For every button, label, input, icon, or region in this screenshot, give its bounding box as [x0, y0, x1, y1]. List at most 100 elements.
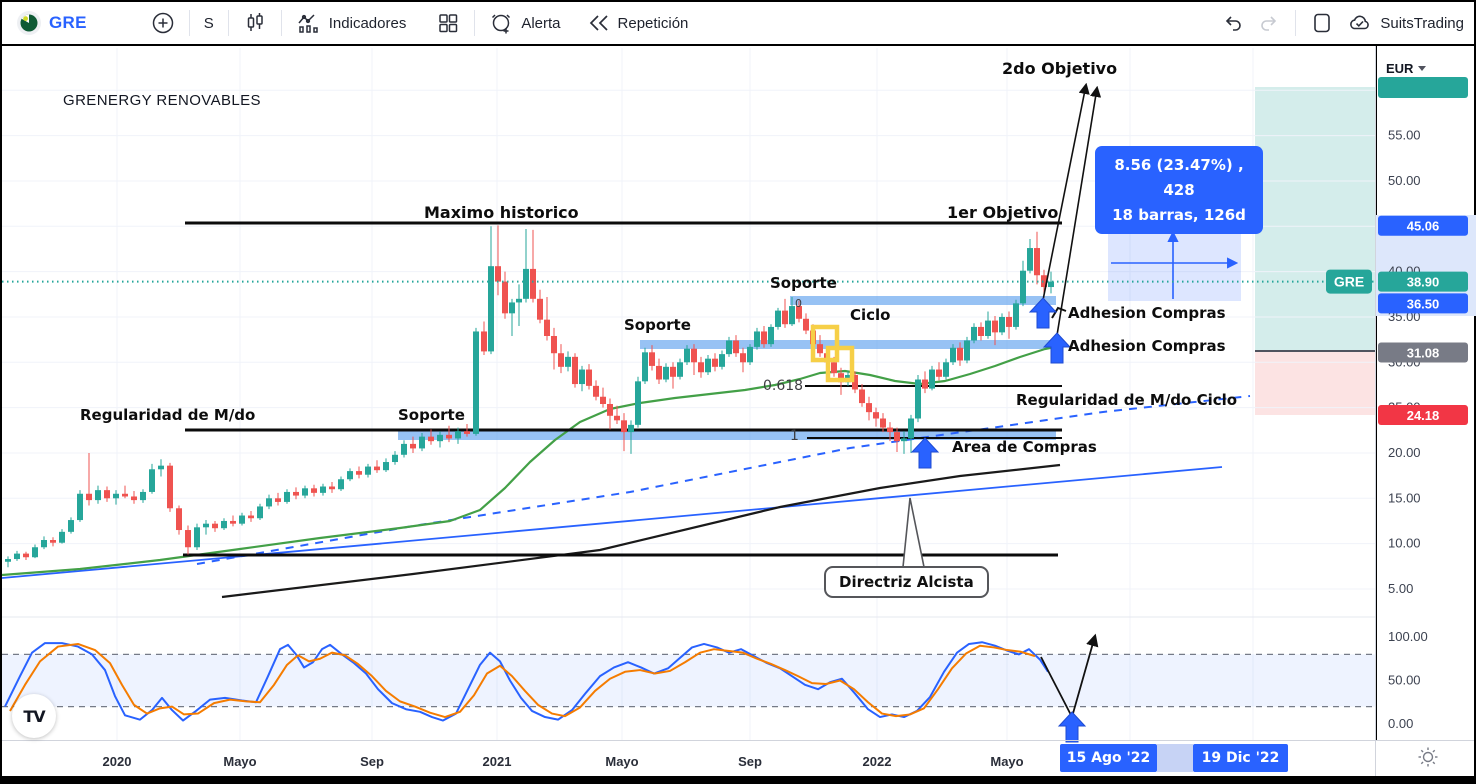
- candle-body: [481, 331, 487, 352]
- axis-tick-label: 20.00: [1388, 445, 1421, 460]
- candle-body: [936, 369, 942, 377]
- axis-tick-label: 45.06: [1407, 219, 1440, 234]
- axis-tick-label: 31.08: [1407, 345, 1440, 360]
- grid-layout-icon: [439, 14, 458, 33]
- chart-type-button[interactable]: [237, 7, 273, 39]
- candle-body: [167, 465, 173, 509]
- stochastic-k-line: [4, 641, 1049, 722]
- candle-body: [374, 466, 380, 471]
- axis-tick-label: Mayo: [605, 754, 638, 769]
- candle-body: [866, 403, 872, 413]
- candle-body: [392, 454, 398, 463]
- axis-tick-label: 50.00: [1388, 673, 1421, 688]
- candle-body: [59, 531, 65, 543]
- candle-body: [509, 302, 515, 314]
- candle-body: [887, 427, 893, 433]
- candle-body: [586, 369, 592, 386]
- objective-arrow: [1052, 85, 1102, 361]
- candle-body: [401, 443, 407, 455]
- toolbar-separator: [227, 10, 229, 36]
- interval-button[interactable]: S: [198, 11, 220, 36]
- candle-body: [203, 523, 209, 528]
- candle-body: [1013, 303, 1019, 327]
- symbol-logo-icon: [17, 11, 41, 35]
- trendline-blue-dashed: [196, 395, 1251, 565]
- candle-body: [140, 491, 146, 501]
- alert-label: Alerta: [521, 14, 561, 32]
- indicators-button[interactable]: Indicadores: [290, 7, 413, 39]
- candle-body: [1027, 248, 1033, 271]
- candle-body: [915, 379, 921, 419]
- symbol-price-badge: [1326, 269, 1372, 294]
- compare-add-button[interactable]: [145, 7, 181, 39]
- candle-body: [943, 362, 949, 377]
- alarm-clock-icon: [492, 14, 511, 34]
- candle-body: [838, 373, 844, 383]
- loss-zone: [1255, 352, 1375, 415]
- candle-body: [495, 266, 501, 282]
- candle-body: [642, 352, 648, 382]
- redo-button[interactable]: [1251, 7, 1287, 39]
- axis-tick-label: 36.50: [1407, 296, 1440, 311]
- candle-body: [705, 358, 711, 373]
- currency-selector[interactable]: EUR: [1386, 61, 1427, 76]
- annotation-adhesion-compras-1: Adhesion Compras: [1068, 304, 1226, 322]
- yellow-highlight-box: [810, 324, 840, 363]
- candle-body: [473, 331, 479, 434]
- undo-icon: [1226, 16, 1242, 31]
- candle-body: [131, 496, 137, 501]
- publish-button[interactable]: SuitsTrading: [1340, 7, 1470, 39]
- axis-tick-label: Mayo: [990, 754, 1023, 769]
- chevron-down-icon: [1418, 66, 1427, 71]
- candle-body: [14, 553, 20, 560]
- axis-tick-label: 0.00: [1388, 716, 1413, 731]
- date-badge-end: 19 Dic '22: [1193, 744, 1288, 772]
- candle-body: [852, 374, 858, 390]
- annotation-2do-objetivo: 2do Objetivo: [1002, 59, 1118, 78]
- symbol-button[interactable]: GRE: [10, 6, 93, 40]
- target-price-badge: [1378, 77, 1468, 98]
- callout-directriz-alcista[interactable]: Directriz Alcista: [824, 566, 989, 598]
- candle-body: [978, 326, 984, 336]
- candle-body: [817, 344, 823, 354]
- candle-body: [311, 488, 317, 493]
- candle-body: [446, 434, 452, 439]
- candle-body: [551, 335, 557, 354]
- axis-tick-label: Mayo: [223, 754, 256, 769]
- candle-body: [656, 365, 662, 380]
- undo-button[interactable]: [1215, 7, 1251, 39]
- measurement-info-box[interactable]: 8.56 (23.47%) , 428 18 barras, 126d: [1095, 146, 1263, 235]
- candle-body: [176, 508, 182, 531]
- axis-tick-label: 2020: [103, 754, 132, 769]
- theme-sun-icon[interactable]: [1418, 747, 1438, 767]
- candle-body: [677, 362, 683, 377]
- axis-tick-label: 10.00: [1388, 536, 1421, 551]
- candle-body: [50, 540, 56, 543]
- candle-body: [572, 356, 578, 385]
- axis-tick-label: 2022: [863, 754, 892, 769]
- fullscreen-button[interactable]: [1304, 7, 1340, 39]
- indicators-label: Indicadores: [328, 14, 407, 32]
- annotation-area-de-compras: Area de Compras: [952, 438, 1097, 456]
- toolbar-separator: [188, 10, 190, 36]
- candle-body: [428, 436, 434, 442]
- toolbar-separator: [280, 10, 282, 36]
- candle-body: [579, 369, 585, 385]
- candle-body: [293, 491, 299, 496]
- candle-body: [894, 432, 900, 442]
- candle-body: [649, 352, 655, 366]
- candle-body: [329, 486, 335, 490]
- top-toolbar: GRE S Indicadores: [2, 2, 1474, 44]
- tradingview-logo[interactable]: TV: [12, 694, 56, 738]
- candle-body: [320, 486, 326, 493]
- candle-body: [1041, 275, 1047, 288]
- layout-grid-button[interactable]: [430, 7, 466, 39]
- axis-tick-label: 55.00: [1388, 128, 1421, 143]
- candle-body: [607, 403, 613, 416]
- cloud-check-icon: [1350, 15, 1370, 30]
- replay-button[interactable]: Repetición: [581, 7, 695, 39]
- alert-button[interactable]: Alerta: [483, 7, 566, 39]
- brand-label: SuitsTrading: [1380, 14, 1464, 32]
- support-band: [640, 340, 1056, 349]
